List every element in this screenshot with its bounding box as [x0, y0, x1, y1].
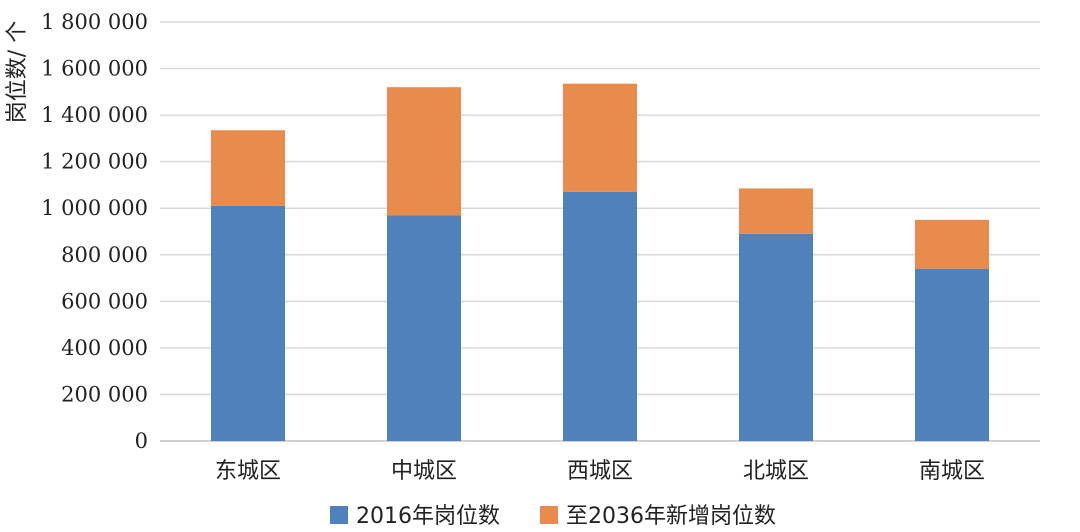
y-tick-label: 200 000: [61, 382, 148, 406]
y-tick-label: 400 000: [61, 336, 148, 360]
bar-segment: [915, 268, 989, 441]
x-tick-label: 南城区: [919, 459, 985, 484]
bar-segment: [739, 188, 813, 234]
legend-label: 至2036年新增岗位数: [566, 504, 776, 529]
y-tick-label: 1 200 000: [41, 150, 148, 174]
y-tick-label: 1 400 000: [41, 103, 148, 127]
y-axis-ticks: 0 200 000 400 000 600 000 800 000 1 000 000 1 …: [41, 10, 148, 453]
y-tick-label: 1 000 000: [41, 196, 148, 220]
bar-segment: [563, 83, 637, 192]
x-tick-label: 中城区: [391, 459, 457, 484]
x-tick-label: 西城区: [567, 459, 633, 484]
bar-segment: [387, 215, 461, 441]
x-tick-label: 北城区: [743, 459, 809, 484]
bar-segment: [387, 87, 461, 216]
y-tick-label: 1 800 000: [41, 10, 148, 34]
legend-swatch: [330, 506, 348, 524]
y-tick-label: 600 000: [61, 289, 148, 313]
bar-segment: [739, 233, 813, 441]
legend-label: 2016年岗位数: [356, 504, 500, 529]
y-tick-label: 1 600 000: [41, 57, 148, 81]
bars: [211, 83, 989, 441]
bar-segment: [563, 191, 637, 441]
bar-segment: [211, 130, 285, 206]
bar-segment: [211, 205, 285, 441]
legend: 2016年岗位数 至2036年新增岗位数: [330, 504, 776, 529]
y-axis-label: 岗位数/ 个: [5, 21, 30, 123]
x-axis-categories: 东城区 中城区 西城区 北城区 南城区: [215, 459, 985, 484]
y-tick-label: 800 000: [61, 243, 148, 267]
y-tick-label: 0: [135, 429, 148, 453]
legend-swatch: [540, 506, 558, 524]
bar-segment: [915, 219, 989, 269]
x-tick-label: 东城区: [215, 459, 281, 484]
